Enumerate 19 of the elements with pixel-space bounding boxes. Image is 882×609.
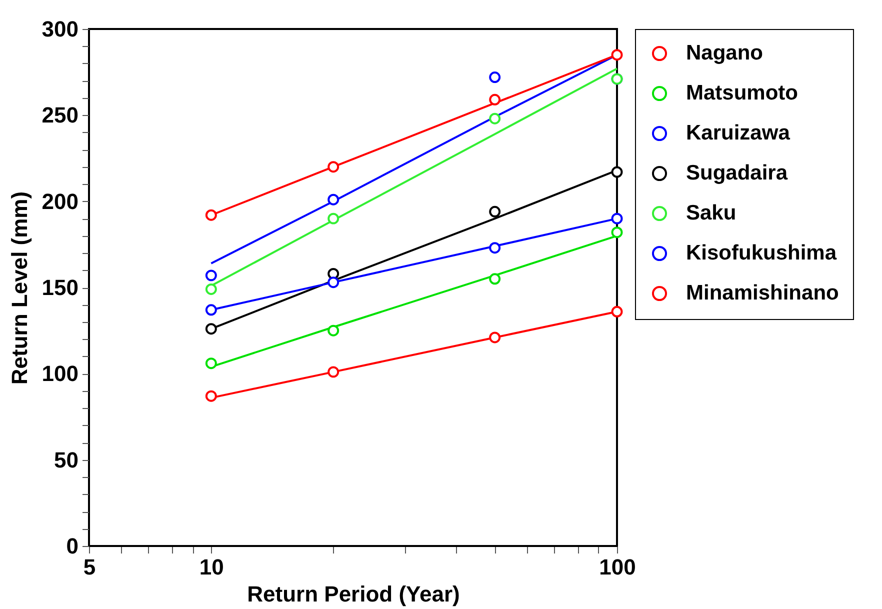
legend-label: Kisofukushima — [686, 242, 837, 264]
x-tick-label: 100 — [599, 554, 636, 580]
legend-label: Matsumoto — [686, 82, 798, 104]
x-axis-title: Return Period (Year) — [247, 582, 460, 606]
legend-label: Nagano — [686, 42, 764, 64]
legend-label: Sugadaira — [686, 162, 788, 184]
y-tick-label: 300 — [42, 16, 78, 42]
x-tick-label: 5 — [83, 554, 96, 580]
y-tick-label: 250 — [42, 102, 78, 128]
legend-label: Minamishinano — [686, 282, 839, 304]
y-tick-label: 0 — [66, 534, 78, 558]
y-axis-title: Return Level (mm) — [6, 191, 32, 385]
y-tick-label: 100 — [42, 361, 78, 386]
legend-label: Karuizawa — [686, 122, 790, 144]
legend-label: Saku — [686, 202, 736, 224]
y-tick-label: 150 — [42, 275, 78, 300]
y-tick-label: 50 — [54, 447, 78, 472]
y-tick-label: 200 — [42, 188, 78, 214]
x-tick-label: 10 — [199, 554, 224, 580]
